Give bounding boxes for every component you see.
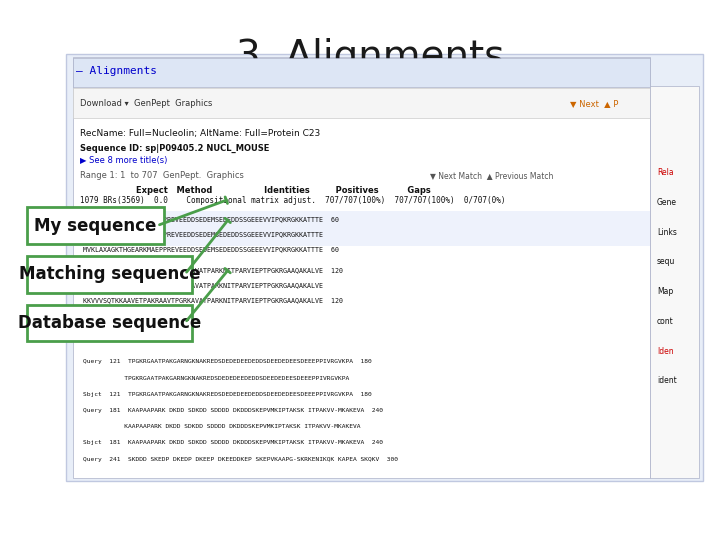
Text: 3. Alignments: 3. Alignments [236, 38, 505, 76]
Text: Sbjct  181  KAAPAAPARK DKDD SDKDD SDDDD DKDDDSKEPVMKIPTAKSK ITPAKVV-MKAKEVA  240: Sbjct 181 KAAPAAPARK DKDD SDKDD SDDDD DK… [84, 440, 384, 445]
Text: Iden: Iden [657, 347, 674, 355]
FancyBboxPatch shape [650, 86, 699, 478]
Text: Download ▾  GenPept  Graphics: Download ▾ GenPept Graphics [80, 99, 212, 108]
Text: sequ: sequ [657, 258, 675, 266]
Text: Query  121  TPGKRGAATPAKGARNGKNAKREDSDEDEDEEDEDDSDEEDEDEESDEEEPPIVRGVKPA  180: Query 121 TPGKRGAATPAKGARNGKNAKREDSDEDED… [84, 359, 372, 364]
FancyBboxPatch shape [73, 211, 650, 246]
Text: Query  181  KAAPAAPARK DKDD SDKDD SDDDD DKDDDSKEPVMKIPTAKSK ITPAKVV-MKAKEVA  240: Query 181 KAAPAAPARK DKDD SDKDD SDDDD DK… [84, 408, 384, 413]
Text: KAAPAAPARK DKDD SDKDD SDDDD DKDDDSKEPVMKIPTAKSK ITPAKVV-MKAKEVA: KAAPAAPARK DKDD SDKDD SDDDD DKDDDSKEPVMK… [84, 424, 361, 429]
Text: ▼ Next  ▲ P: ▼ Next ▲ P [570, 99, 618, 108]
FancyBboxPatch shape [27, 305, 192, 341]
Text: Database sequence: Database sequence [18, 314, 202, 332]
Text: Links: Links [657, 228, 677, 237]
Text: KKVVVSQTKKAAVETPAKRAAVTPGRKAVATPARKNITPARVIEPTPGKRGAAQAKALVE: KKVVVSQTKKAAVETPAKRAAVTPGRKAVATPARKNITPA… [84, 282, 323, 288]
FancyBboxPatch shape [27, 207, 164, 244]
Text: RecName: Full=Nucleolin; AltName: Full=Protein C23: RecName: Full=Nucleolin; AltName: Full=P… [80, 130, 320, 138]
Text: MVKLAXAGKTHGEARKMAEPPREVEEDDSEDEMSEDEDDSSGEEEVVIPQKRGKKATTTE  60: MVKLAXAGKTHGEARKMAEPPREVEEDDSEDEMSEDEDDS… [84, 246, 339, 252]
FancyBboxPatch shape [73, 88, 650, 118]
Text: TPGKRGAATPAKGARNGKNAKREDSDEDEDEEDEDDSDEEDEDEESDEEEPPIVRGVKPA: TPGKRGAATPAKGARNGKNAKREDSDEDEDEEDEDDSDEE… [84, 375, 350, 381]
Text: ▶ See 8 more title(s): ▶ See 8 more title(s) [80, 157, 167, 165]
Text: – Alignments: – Alignments [76, 66, 158, 76]
Text: Query  241  SKDDD SKEDP DKEDP DKEEP DKEEDDKEP SKEPVKAAPG-SKRKENIKQK KAPEA SKQKV : Query 241 SKDDD SKEDP DKEDP DKEEP DKEEDD… [84, 456, 398, 462]
Text: Map: Map [657, 287, 673, 296]
Text: ident: ident [657, 376, 677, 385]
Text: Matching sequence: Matching sequence [19, 265, 200, 284]
Text: Gene: Gene [657, 198, 677, 207]
FancyBboxPatch shape [73, 58, 650, 87]
FancyBboxPatch shape [73, 57, 650, 478]
Text: KKVVVSQTKKAAVETPAKRAAVTPGRKAVATPARKNITPARVIEPTPGKRGAAQAKALVE  120: KKVVVSQTKKAAVETPAKRAAVTPGRKAVATPARKNITPA… [84, 297, 343, 303]
Text: Sbjct  121  TPGKRGAATPAKGARNGKNAKREDSDEDEDEEDEDDSDEEDEDEESDEEEPPIVRGVKPA  180: Sbjct 121 TPGKRGAATPAKGARNGKNAKREDSDEDED… [84, 392, 372, 397]
Text: Expect   Method                  Identities         Positives          Gaps: Expect Method Identities Positives Gaps [136, 186, 431, 194]
FancyBboxPatch shape [66, 54, 703, 481]
FancyBboxPatch shape [27, 256, 192, 293]
Text: KKVVVSQTKKAAVETPAKRAAVTPGRKAVATPARKNITPARVIEPTPGKRGAAQAKALVE  120: KKVVVSQTKKAAVETPAKRAAVTPGRKAVATPARKNITPA… [84, 267, 343, 273]
Text: MVKLAXAGKTHGEARKMAEPPREVEEDDSEDEMSEDEDDSSGEEEVVIPQKRGKKATTTE: MVKLAXAGKTHGEARKMAEPPREVEEDDSEDEMSEDEDDS… [84, 231, 323, 237]
Text: MVKLAXAGKTHGEARKMAEPPREVEEDDSEDEMSEDEDDSSGEEEVVIPQKRGKKATTTE  60: MVKLAXAGKTHGEARKMAEPPREVEEDDSEDEMSEDEDDS… [84, 215, 339, 222]
Text: Sequence ID: sp|P09405.2 NUCL_MOUSE: Sequence ID: sp|P09405.2 NUCL_MOUSE [80, 144, 269, 153]
Text: Range 1: 1  to 707  GenPept.  Graphics: Range 1: 1 to 707 GenPept. Graphics [80, 171, 244, 180]
Text: 1079 BRs(3569)  0.0    Compositional matrix adjust.  707/707(100%)  707/707(100%: 1079 BRs(3569) 0.0 Compositional matrix … [80, 197, 505, 205]
Text: ▼ Next Match  ▲ Previous Match: ▼ Next Match ▲ Previous Match [430, 171, 553, 180]
Text: Rela: Rela [657, 168, 674, 177]
Text: cont: cont [657, 317, 674, 326]
Text: My sequence: My sequence [35, 217, 157, 235]
